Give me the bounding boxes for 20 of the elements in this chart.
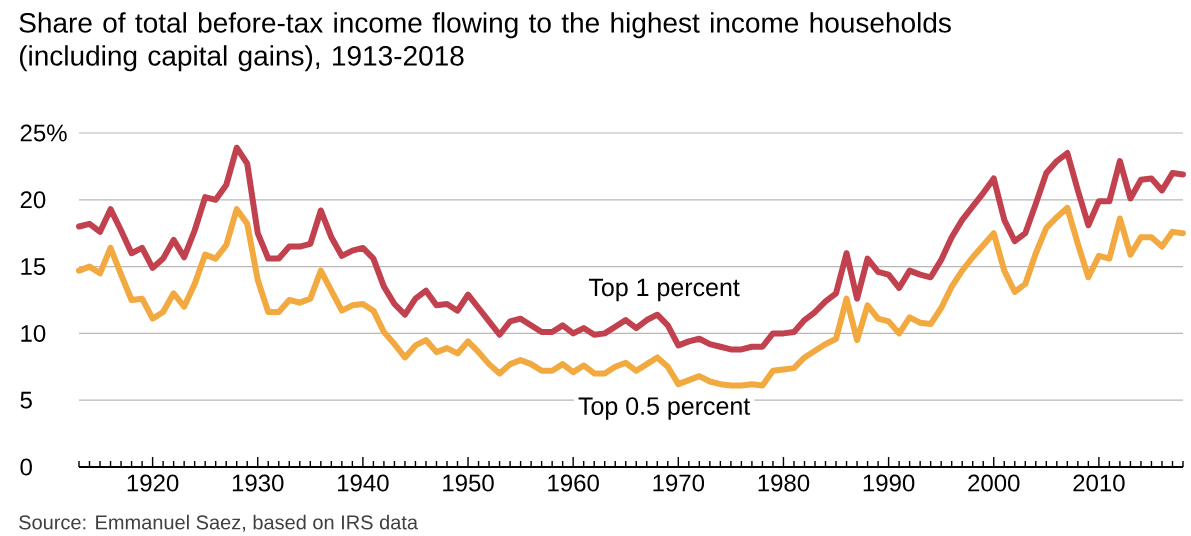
series-label: Top 0.5 percent [578,397,751,420]
x-tick-label: 1950 [443,474,494,492]
y-tick-label: 20 [20,191,46,209]
x-tick-label: 1920 [127,474,179,492]
x-tick-label: 2010 [1073,474,1125,492]
series-label: Top 1 percent [588,278,740,302]
x-tick-label: 1970 [653,474,705,492]
y-tick-label: 0 [20,458,32,476]
y-tick-label: 10 [21,324,46,342]
x-tick-label: 1930 [232,474,284,492]
y-tick-label: 5 [20,391,32,409]
x-tick-label: 1980 [758,474,810,492]
x-tick-label: 1960 [548,474,599,492]
x-tick-label: 2000 [968,474,1020,492]
chart-title: Share of total before-tax income flowing to the highest income households (including capital gains), 1913-2018 [19,12,951,72]
y-tick-label: 15 [21,258,46,275]
y-tick-label: 25% [20,124,67,142]
x-tick-label: 1940 [338,474,389,492]
source-note: Source: Emmanuel Saez, based on IRS data [19,514,418,532]
x-tick-label: 1990 [863,474,915,492]
